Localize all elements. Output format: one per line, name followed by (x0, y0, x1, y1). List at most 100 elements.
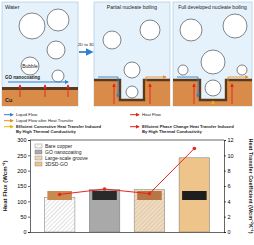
bubble (201, 50, 225, 74)
arrow (4, 114, 13, 115)
bar-hatch (44, 198, 75, 232)
bubble (140, 20, 160, 40)
bubble (237, 65, 247, 75)
legend-swatch-hatch (35, 144, 42, 148)
tick-label: 50 (20, 214, 26, 220)
bubble (124, 62, 140, 78)
tick-mark (28, 171, 30, 172)
tick-label: 12 (228, 137, 234, 143)
tick: 50 (20, 214, 30, 220)
bubble (223, 14, 247, 38)
arrow (68, 85, 69, 97)
arrow (45, 85, 46, 97)
arrow (114, 84, 115, 104)
panel (173, 2, 252, 106)
arrow (98, 77, 118, 97)
water (2, 2, 78, 106)
tick: 12 (224, 137, 234, 143)
label: GO nanocoating (5, 75, 40, 80)
tick-mark (28, 155, 30, 156)
bubble (103, 31, 121, 49)
point (193, 147, 197, 151)
tick-mark (224, 232, 226, 233)
frame (30, 140, 224, 141)
tick-label: 4 (228, 199, 231, 205)
axis-line (31, 232, 225, 233)
legend-swatch (35, 150, 42, 154)
tick: 150 (17, 183, 30, 189)
cu-substrate (94, 80, 170, 106)
point (148, 192, 152, 196)
label: Heat Transfer Coefficient (Wcm⁻²K⁻¹) (248, 138, 254, 233)
sample-image (92, 191, 117, 200)
cu-substrate (2, 90, 78, 106)
axis-line (28, 141, 31, 233)
tick: 4 (224, 199, 231, 205)
tick-label: 300 (17, 137, 26, 143)
tick-label: 10 (228, 153, 234, 159)
tick-label: 0 (228, 229, 231, 235)
arrow (130, 126, 139, 127)
tick-label: 150 (17, 183, 26, 189)
tick: 8 (224, 168, 231, 174)
label: Bubble (22, 63, 38, 69)
bar (44, 198, 75, 232)
label: Liquid Flow (16, 112, 38, 117)
chart: 050100150200250300024681012Heat Flux (Wc… (2, 137, 254, 235)
panel (94, 2, 170, 106)
arrow (130, 114, 139, 115)
tick-mark (224, 155, 226, 156)
figure: WaterBubbleGO nanocoatingCu2D to 3DParti… (0, 0, 254, 245)
arrow (228, 77, 248, 97)
tick-mark (224, 171, 226, 172)
bar (179, 158, 210, 232)
tick: 6 (224, 183, 231, 189)
tick-mark (28, 232, 30, 233)
arrow (4, 126, 13, 127)
label: Heat Flow (142, 112, 162, 117)
tick-label: 250 (17, 153, 26, 159)
tick-mark (224, 201, 226, 202)
label: Heat Flux (Wcm⁻²) (2, 160, 8, 211)
y2-axis: 024681012 (224, 137, 234, 235)
tick-mark (28, 186, 30, 187)
tick-mark (224, 140, 226, 141)
bubble (178, 65, 188, 75)
diagram-legend: Liquid Flow Heat Flow Liquid Flow after He… (4, 112, 234, 134)
diagram: WaterBubbleGO nanocoatingCu2D to 3DParti… (2, 2, 252, 106)
label: 2D to 3D (78, 42, 95, 47)
bubble (19, 13, 45, 39)
cu-substrate (173, 80, 252, 106)
bubble (47, 9, 69, 31)
arrow (194, 84, 195, 104)
tick-label: 200 (17, 168, 26, 174)
point (103, 187, 107, 191)
tick: 0 (224, 229, 231, 235)
tick-mark (224, 186, 226, 187)
tick: 10 (224, 153, 234, 159)
label: Liquid Flow after Heat Transfer (16, 118, 74, 123)
tick-mark (224, 217, 226, 218)
sample-image (182, 191, 207, 200)
bubble (47, 41, 65, 59)
legend-swatch (35, 156, 42, 160)
label: Full developed nucleate boiling (178, 4, 247, 10)
legend-swatch (35, 162, 42, 166)
arrow (177, 77, 198, 97)
sample-image (47, 191, 72, 200)
tick: 0 (23, 229, 30, 235)
arrow (232, 84, 233, 104)
label: By High Thermal Conductivity (16, 129, 76, 134)
tick: 250 (17, 153, 30, 159)
x-axis (31, 232, 225, 234)
bubble (52, 70, 64, 82)
tick-label: 0 (23, 229, 26, 235)
arrow (79, 51, 92, 53)
bar (89, 190, 120, 232)
arrow (8, 82, 68, 83)
bubble (126, 86, 138, 98)
label: Partial nucleate boiling (107, 4, 158, 10)
bubble (180, 19, 202, 41)
point (58, 193, 62, 197)
bubble (21, 57, 39, 75)
